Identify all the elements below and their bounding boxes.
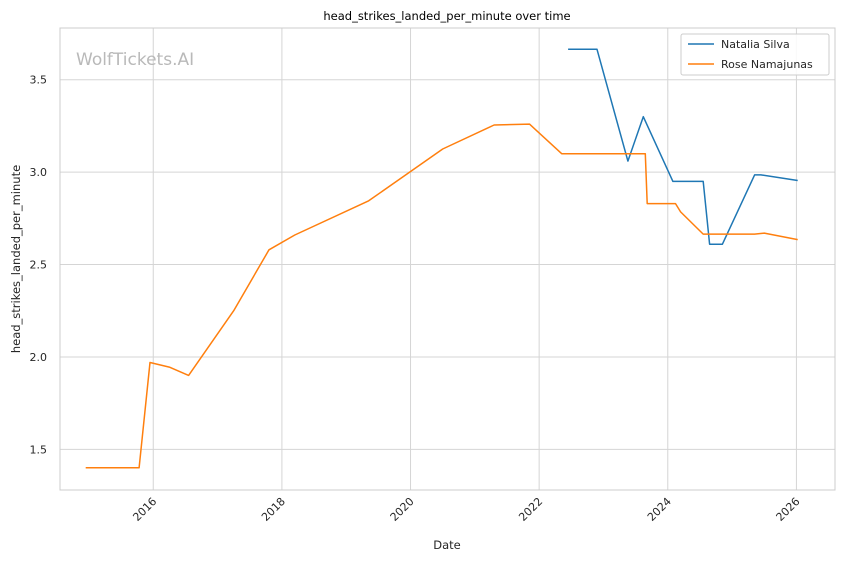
series-line-0 [568, 48, 798, 245]
chart-title: head_strikes_landed_per_minute over time [323, 9, 570, 23]
y-tick-label: 1.5 [30, 443, 48, 456]
x-tick-labels: 2016 2018 2020 2022 2024 2026 [130, 495, 802, 524]
legend: Natalia Silva Rose Namajunas [680, 33, 830, 76]
legend-label: Natalia Silva [721, 38, 790, 51]
x-tick-label: 2018 [259, 495, 288, 524]
watermark: WolfTickets.AI [76, 50, 194, 70]
y-tick-labels: 1.5 2.0 2.5 3.0 3.5 [30, 74, 48, 457]
y-axis-label: head_strikes_landed_per_minute [9, 165, 23, 353]
x-tick-label: 2020 [388, 495, 417, 524]
y-tick-label: 2.5 [30, 259, 48, 272]
series-lines [85, 48, 798, 469]
x-axis-label: Date [433, 538, 461, 552]
legend-box [680, 33, 830, 76]
series-line-1 [85, 123, 798, 469]
x-tick-label: 2026 [774, 495, 803, 524]
x-tick-label: 2022 [516, 495, 545, 524]
y-tick-label: 3.5 [30, 74, 48, 87]
legend-label: Rose Namajunas [721, 58, 813, 71]
x-tick-label: 2016 [130, 495, 159, 524]
y-tick-label: 2.0 [30, 351, 48, 364]
y-tick-label: 3.0 [30, 166, 48, 179]
plot-area-frame [59, 27, 836, 491]
grid-lines [60, 28, 835, 490]
x-tick-label: 2024 [645, 495, 674, 524]
